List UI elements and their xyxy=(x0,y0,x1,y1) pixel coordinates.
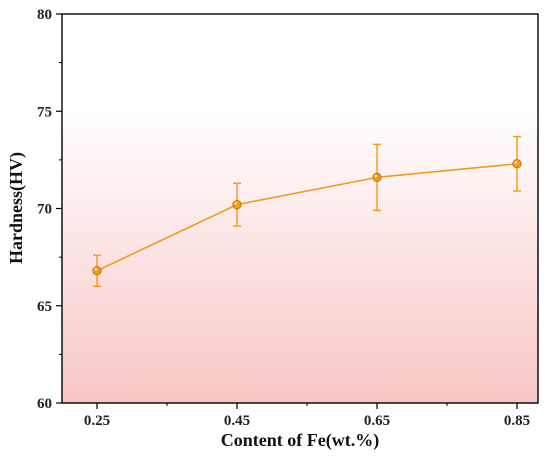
x-tick-label: 0.25 xyxy=(84,413,110,429)
series-line xyxy=(96,162,518,272)
x-axis-title: Content of Fe(wt.%) xyxy=(221,430,379,451)
y-tick-label: 80 xyxy=(37,7,52,23)
y-tick-label: 65 xyxy=(37,299,52,315)
x-tick-label: 0.65 xyxy=(364,413,390,429)
data-point-highlight xyxy=(374,174,378,178)
data-point-highlight xyxy=(94,268,97,271)
series-layer xyxy=(92,135,522,287)
y-tick-label: 70 xyxy=(37,202,52,218)
data-point xyxy=(92,266,102,276)
y-tick-label: 75 xyxy=(37,104,52,120)
y-axis-title: Hardness(HV) xyxy=(6,152,27,264)
data-point-highlight xyxy=(234,202,237,205)
x-tick-label: 0.45 xyxy=(224,413,250,429)
ticks: 60 65 70 75 80 0.25 0.45 0.65 0.85 xyxy=(37,7,530,429)
data-point xyxy=(512,159,522,169)
data-point xyxy=(372,172,382,182)
y-tick-label: 60 xyxy=(37,396,52,412)
data-point-highlight xyxy=(514,161,517,164)
data-point xyxy=(232,200,242,210)
x-tick-label: 0.85 xyxy=(504,413,530,429)
plot-background xyxy=(62,14,538,403)
